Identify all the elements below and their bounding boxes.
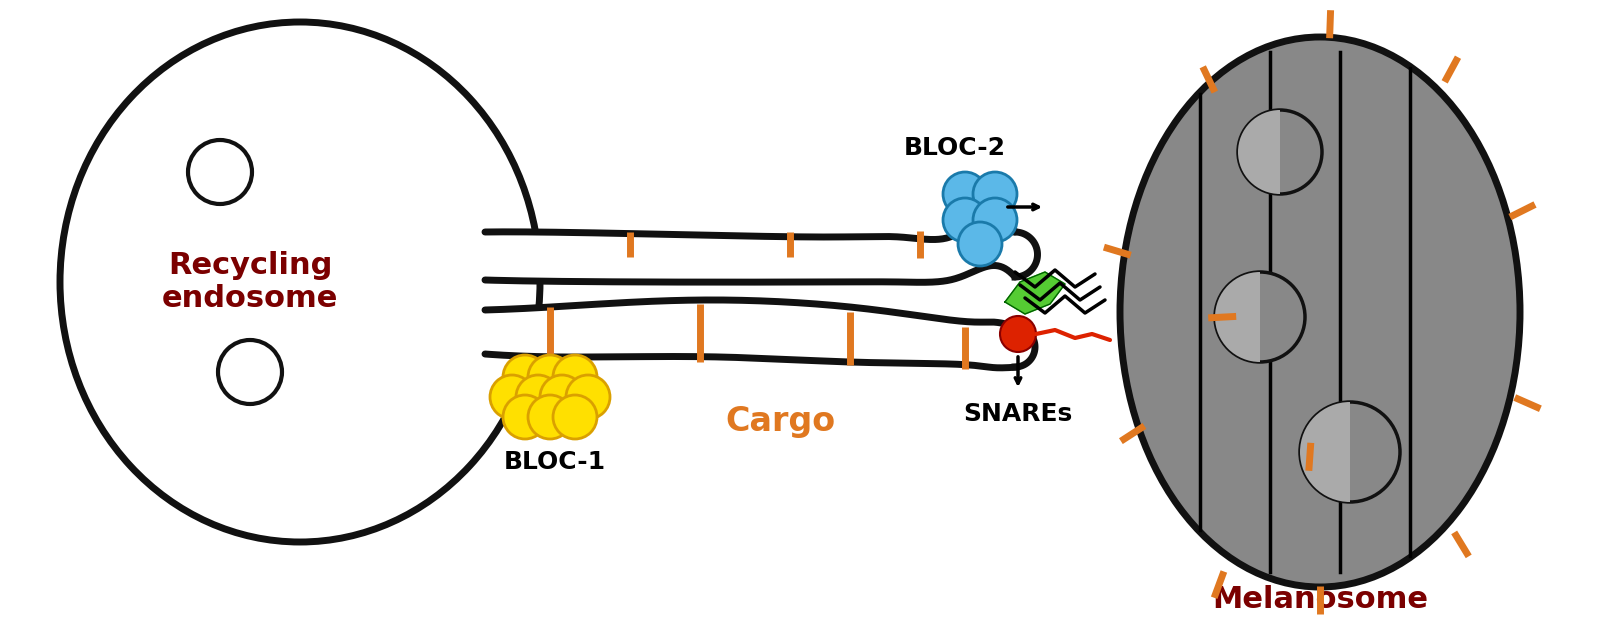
Polygon shape (1005, 272, 1066, 314)
Circle shape (541, 375, 584, 419)
Text: Melanosome: Melanosome (1213, 585, 1429, 614)
Ellipse shape (61, 22, 541, 542)
Polygon shape (485, 300, 1018, 367)
Polygon shape (485, 212, 1014, 282)
Circle shape (1000, 316, 1037, 352)
Circle shape (502, 355, 547, 399)
Text: BLOC-1: BLOC-1 (504, 450, 606, 474)
Circle shape (490, 375, 534, 419)
Circle shape (515, 375, 560, 419)
Circle shape (1299, 402, 1400, 502)
Text: Cargo: Cargo (725, 406, 835, 439)
Circle shape (528, 355, 573, 399)
Wedge shape (1299, 402, 1350, 502)
Circle shape (528, 395, 573, 439)
Text: BLOC-2: BLOC-2 (904, 136, 1006, 160)
Text: Recycling
endosome: Recycling endosome (162, 251, 338, 313)
Wedge shape (1238, 110, 1280, 194)
Circle shape (942, 198, 987, 242)
Circle shape (942, 172, 987, 216)
Circle shape (973, 172, 1018, 216)
Circle shape (218, 340, 282, 404)
Circle shape (554, 395, 597, 439)
Circle shape (1214, 272, 1306, 362)
Circle shape (566, 375, 610, 419)
Circle shape (958, 222, 1002, 266)
Circle shape (502, 395, 547, 439)
Circle shape (1238, 110, 1322, 194)
Circle shape (554, 355, 597, 399)
Circle shape (189, 140, 253, 204)
Ellipse shape (1120, 37, 1520, 587)
Circle shape (973, 198, 1018, 242)
Wedge shape (1214, 272, 1261, 362)
Text: SNAREs: SNAREs (963, 402, 1072, 426)
